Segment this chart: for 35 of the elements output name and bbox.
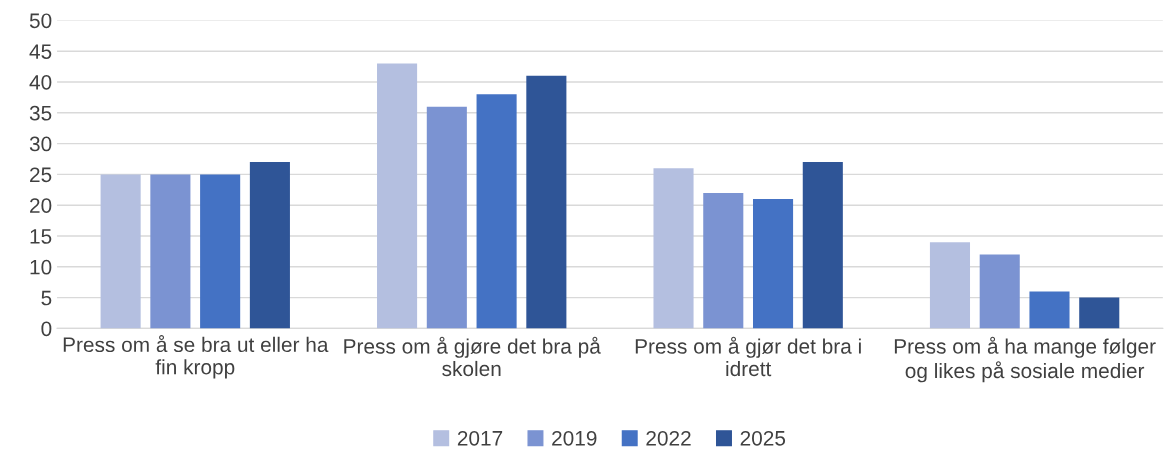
y-tick-label: 15: [30, 229, 52, 244]
x-tick-label: Press om å gjøre det bra på skolen: [344, 336, 601, 377]
bar: [703, 192, 744, 329]
bar: [753, 199, 794, 329]
bar: [150, 174, 191, 329]
bar: [802, 162, 843, 329]
bar: [526, 75, 567, 329]
y-tick-label: 45: [29, 44, 52, 59]
bar: [979, 254, 1020, 329]
bar: [653, 168, 694, 329]
x-tick-label: Press om å gjør det bra i idrett: [635, 336, 861, 377]
bar: [249, 162, 290, 329]
x-tick-label: Press om å se bra ut eller ha fin kropp: [63, 335, 329, 379]
y-tick-label: 40: [29, 74, 52, 90]
bar: [377, 63, 418, 329]
legend-label: 2025: [740, 430, 786, 446]
x-tick-label: Press om å ha mange følger og likes på sosiale medier: [894, 336, 1156, 383]
legend-label: 2022: [646, 430, 691, 446]
legend-label: 2019: [552, 430, 597, 446]
y-tick-label: 30: [29, 136, 52, 152]
bar: [476, 94, 517, 329]
bar: [100, 174, 141, 329]
bar: [200, 174, 241, 329]
y-tick-label: 0: [41, 321, 52, 337]
bar: [1029, 291, 1070, 329]
y-tick-label: 10: [30, 259, 52, 275]
y-tick-label: 5: [41, 290, 52, 306]
y-tick-label: 20: [30, 198, 52, 213]
bar: [929, 242, 971, 329]
y-tick-label: 25: [30, 167, 52, 183]
bar: [1079, 297, 1120, 329]
y-tick-label: 50: [29, 13, 52, 29]
y-tick-label: 35: [29, 105, 52, 121]
bar: [426, 106, 467, 329]
legend-label: 2017: [457, 430, 503, 446]
